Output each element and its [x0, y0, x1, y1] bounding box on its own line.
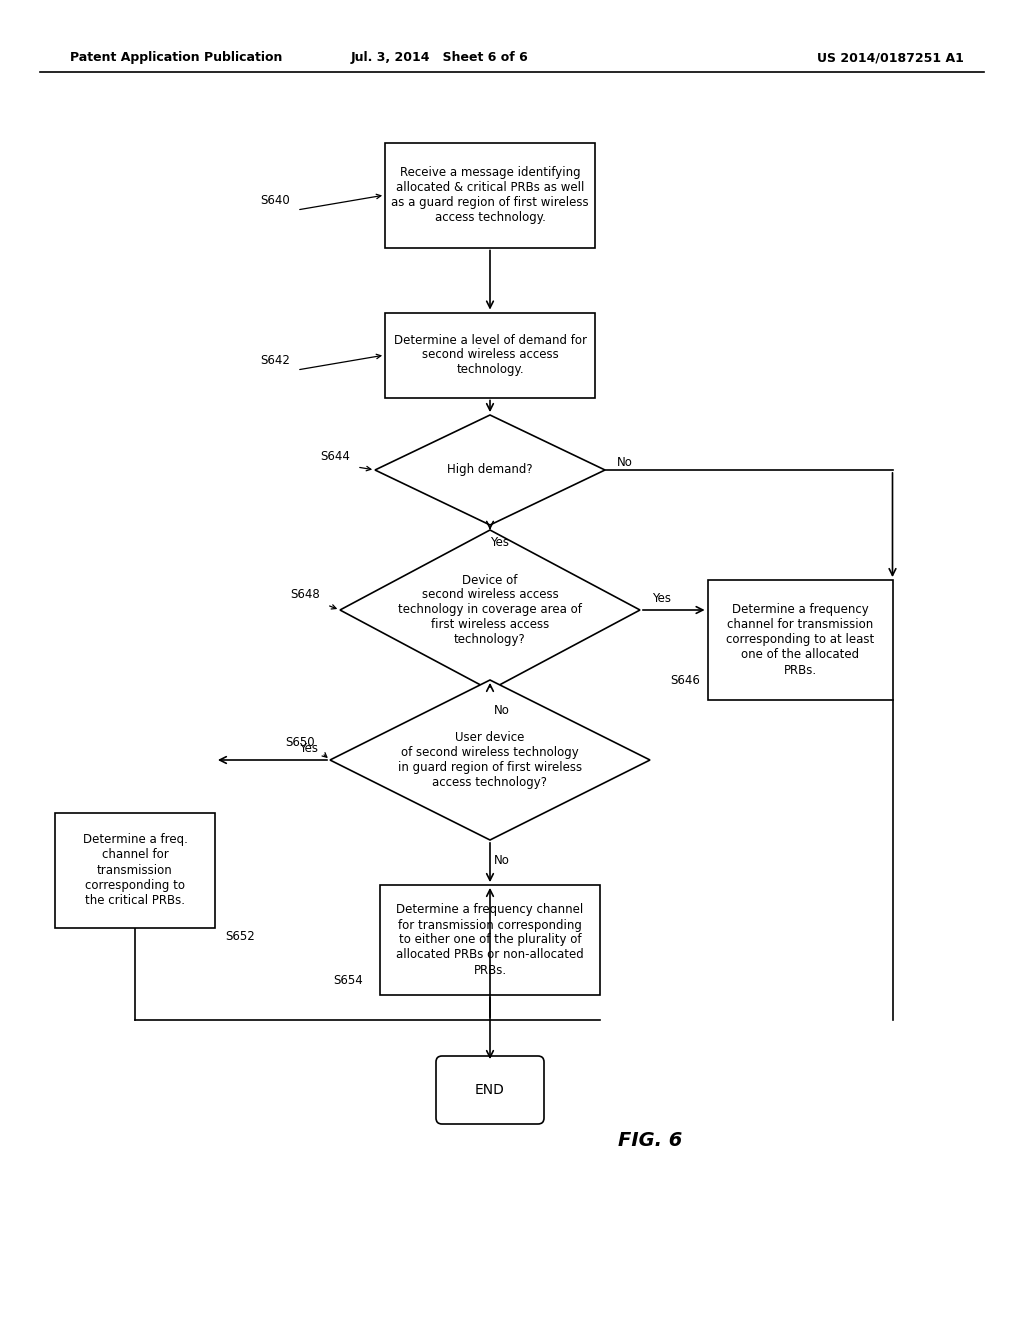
Bar — [380, 884, 600, 995]
Text: Yes: Yes — [652, 591, 671, 605]
Text: Determine a frequency
channel for transmission
corresponding to at least
one of : Determine a frequency channel for transm… — [726, 603, 874, 676]
Bar — [708, 579, 893, 700]
Text: No: No — [617, 455, 633, 469]
Text: Device of
second wireless access
technology in coverage area of
first wireless a: Device of second wireless access technol… — [398, 573, 582, 647]
Text: User device
of second wireless technology
in guard region of first wireless
acce: User device of second wireless technolog… — [398, 731, 582, 789]
Text: Patent Application Publication: Patent Application Publication — [70, 51, 283, 65]
Polygon shape — [340, 531, 640, 690]
Text: US 2014/0187251 A1: US 2014/0187251 A1 — [816, 51, 964, 65]
Text: S648: S648 — [290, 589, 319, 602]
Text: No: No — [494, 854, 510, 866]
Text: Yes: Yes — [299, 742, 318, 755]
Text: Jul. 3, 2014   Sheet 6 of 6: Jul. 3, 2014 Sheet 6 of 6 — [351, 51, 528, 65]
Text: Yes: Yes — [490, 536, 510, 549]
Text: Determine a frequency channel
for transmission corresponding
to either one of th: Determine a frequency channel for transm… — [396, 903, 584, 977]
Text: FIG. 6: FIG. 6 — [617, 1130, 682, 1150]
Polygon shape — [330, 680, 650, 840]
Text: S640: S640 — [260, 194, 290, 206]
Text: High demand?: High demand? — [447, 463, 532, 477]
Text: Determine a freq.
channel for
transmission
corresponding to
the critical PRBs.: Determine a freq. channel for transmissi… — [83, 833, 187, 907]
Bar — [385, 143, 595, 248]
FancyBboxPatch shape — [436, 1056, 544, 1125]
Text: END: END — [475, 1082, 505, 1097]
Text: S646: S646 — [670, 673, 700, 686]
Text: S642: S642 — [260, 354, 290, 367]
Text: S650: S650 — [286, 737, 315, 750]
Bar — [55, 813, 215, 928]
Text: No: No — [494, 704, 510, 717]
Text: S644: S644 — [321, 450, 350, 463]
Bar — [385, 313, 595, 397]
Text: S652: S652 — [225, 931, 255, 944]
Text: S654: S654 — [333, 974, 362, 986]
Text: Determine a level of demand for
second wireless access
technology.: Determine a level of demand for second w… — [393, 334, 587, 376]
Polygon shape — [375, 414, 605, 525]
Text: Receive a message identifying
allocated & critical PRBs as well
as a guard regio: Receive a message identifying allocated … — [391, 166, 589, 224]
